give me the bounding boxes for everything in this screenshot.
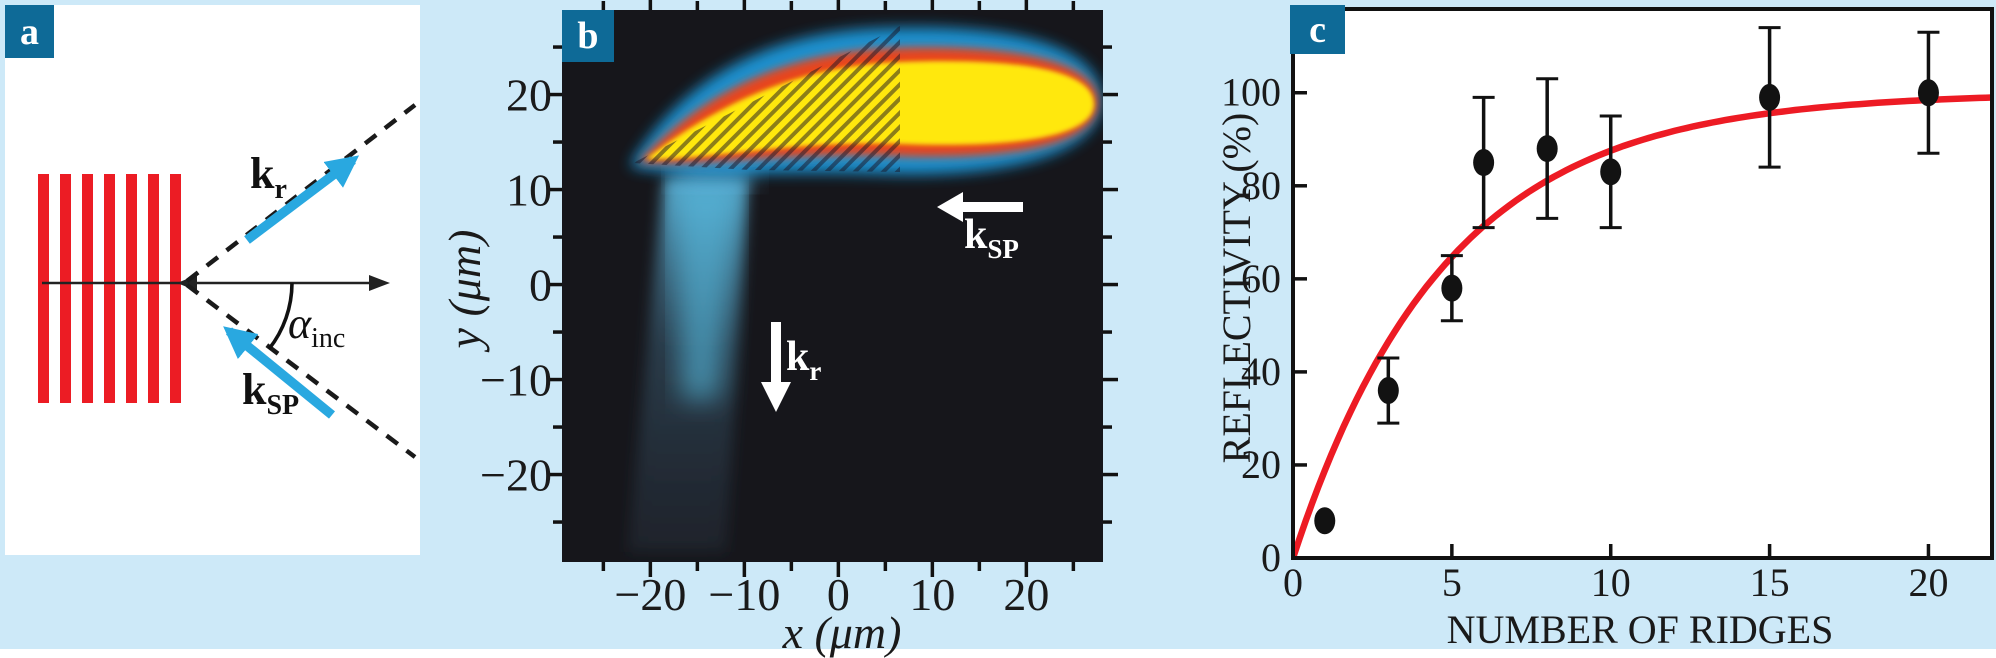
c-y-tick-label: 0	[1261, 535, 1281, 580]
k-sp-white-arrow	[937, 192, 1023, 222]
mirror-ridge	[60, 174, 71, 403]
panel-a-tag: a	[5, 5, 54, 58]
data-point	[1441, 274, 1463, 302]
b-x-axis-title: x (μm)	[782, 607, 902, 658]
b-y-tick-label: −20	[480, 450, 552, 501]
data-point	[1917, 79, 1939, 107]
k-sp-label: kSP	[242, 365, 299, 420]
interference-fringes	[633, 26, 900, 172]
c-y-tick-label: 60	[1241, 256, 1281, 301]
b-x-tick-label: 10	[909, 569, 955, 620]
mirror-ridge	[38, 174, 49, 403]
b-y-tick-label: 20	[506, 70, 552, 121]
alpha-sub: inc	[311, 323, 346, 354]
k-reflected-sub: r	[274, 174, 287, 205]
data-point	[1759, 83, 1781, 111]
bragg-mirror-ridges	[38, 174, 181, 403]
panel-c-letter: c	[1309, 8, 1326, 51]
incidence-angle-arc	[267, 282, 294, 351]
k-sp-sub: SP	[266, 390, 300, 421]
b-kr-sub: r	[809, 356, 822, 386]
k-reflected-base: k	[250, 149, 275, 198]
k-sp-base: k	[242, 365, 267, 414]
b-kr-base: k	[786, 334, 810, 380]
panel-b-intensity-map: −20 −10 0 10 20 20 10 0 −10 −20	[480, 0, 1118, 620]
panel-c-tag: c	[1290, 5, 1345, 54]
panel-b-tag: b	[562, 10, 614, 62]
mirror-ridge	[170, 174, 181, 403]
panel-a-letter: a	[20, 10, 39, 53]
b-k-r-label: kr	[786, 334, 821, 385]
c-x-tick-label: 5	[1442, 560, 1462, 605]
c-y-axis-title: REFLECTIVITY (%)	[1214, 112, 1259, 464]
b-x-tick-label: 20	[1003, 569, 1049, 620]
c-y-tick-label: 80	[1241, 163, 1281, 208]
c-x-axis-title: NUMBER OF RIDGES	[1446, 607, 1834, 652]
panel-c-plot-background	[1293, 9, 1992, 558]
b-ksp-sub: SP	[987, 234, 1019, 264]
mirror-ridge	[148, 174, 159, 403]
b-y-tick-label: 0	[529, 260, 552, 311]
c-x-tick-label: 10	[1591, 560, 1631, 605]
k-sp-arrow	[223, 326, 336, 419]
reflected-beam-core	[672, 182, 742, 400]
c-y-tick-label: 20	[1241, 442, 1281, 487]
b-x-tick-label: −20	[614, 569, 686, 620]
b-ksp-base: k	[964, 212, 988, 258]
k-reflected-white-arrow	[761, 322, 791, 412]
mirror-ridge	[104, 174, 115, 403]
data-point	[1473, 149, 1495, 177]
panel-c-plot-frame	[1291, 7, 1994, 560]
c-x-tick-label: 15	[1750, 560, 1790, 605]
data-point	[1314, 507, 1336, 535]
b-y-axis-title: y (μm)	[439, 229, 490, 349]
b-y-tick-label: −10	[480, 355, 552, 406]
panel-b-letter: b	[577, 15, 599, 57]
axis-right-arrowhead	[369, 275, 390, 291]
panel-a-diagram	[38, 103, 417, 459]
c-x-tick-label: 0	[1283, 560, 1303, 605]
panel-c-axes: 0 5 10 15 20 0 20 40 60 80 100	[1221, 70, 1948, 605]
data-point	[1377, 377, 1399, 405]
panel-a	[5, 5, 420, 555]
mirror-ridge	[82, 174, 93, 403]
c-y-tick-label: 100	[1221, 70, 1281, 115]
k-reflected-label: kr	[250, 149, 287, 204]
k-reflected-arrow	[244, 155, 360, 244]
reflected-beam-dashed-line	[185, 103, 417, 283]
c-x-tick-label: 20	[1908, 560, 1948, 605]
fit-curve	[1293, 94, 1992, 558]
panel-c-chart: 0 5 10 15 20 0 20 40 60 80 100	[1221, 7, 1994, 605]
b-x-tick-label: 0	[827, 569, 850, 620]
panel-b-axes: −20 −10 0 10 20 20 10 0 −10 −20	[480, 0, 1118, 620]
data-point	[1600, 158, 1622, 186]
data-point	[1536, 135, 1558, 163]
b-k-sp-label: kSP	[964, 212, 1019, 263]
mirror-ridge	[126, 174, 137, 403]
alpha-base: α	[288, 299, 312, 348]
c-y-tick-label: 40	[1241, 349, 1281, 394]
b-x-tick-label: −10	[708, 569, 780, 620]
incidence-angle-label: αinc	[288, 299, 345, 353]
b-y-tick-label: 10	[506, 165, 552, 216]
incident-beam-dashed-line	[185, 283, 417, 459]
